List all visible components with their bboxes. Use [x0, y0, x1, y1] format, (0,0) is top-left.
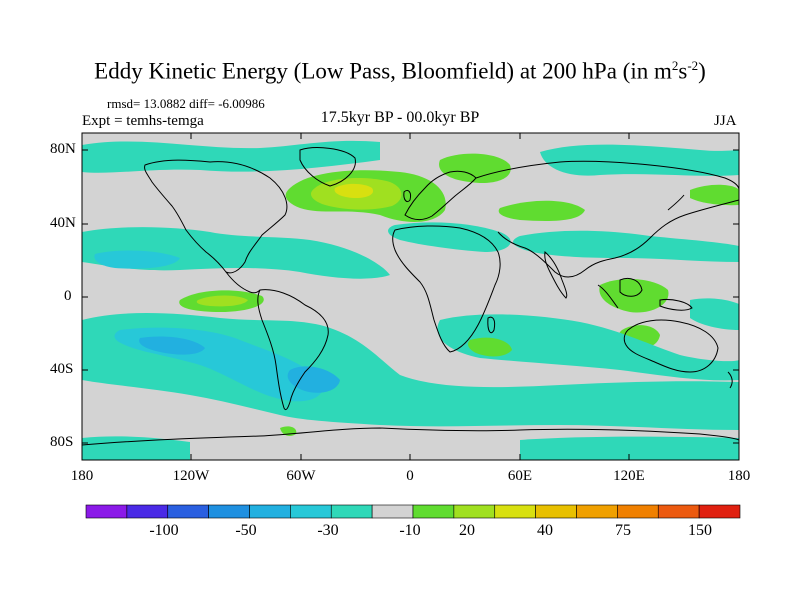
lat-label-eq: 0	[64, 288, 72, 304]
region-eq-pacific-core	[196, 295, 248, 307]
coast-africa	[392, 225, 501, 353]
region-arctic-east	[540, 144, 739, 176]
region-europe	[439, 153, 511, 184]
region-atl-cyan	[388, 222, 511, 252]
region-indian-cyan	[437, 314, 739, 381]
colorbar-swatch	[412, 504, 455, 519]
colorbar-swatch	[576, 504, 618, 519]
coast-north-america	[144, 159, 288, 274]
colorbar-swatch	[494, 504, 536, 519]
lon-label-60e: 60E	[507, 468, 533, 484]
region-sh-cyan-dark	[139, 336, 205, 355]
lon-label-180e: 180	[727, 468, 751, 484]
region-aus-cyan	[690, 298, 739, 330]
region-antarctic	[82, 436, 190, 460]
lon-label-180w: 180	[70, 468, 94, 484]
colorbar-label: -100	[149, 522, 179, 539]
coast-uk	[403, 189, 411, 203]
colorbar-swatch	[208, 504, 250, 519]
colorbar-label: 40	[537, 522, 553, 539]
lon-label-120e: 120E	[613, 468, 645, 484]
region-asia-cyan	[513, 230, 739, 262]
coastlines	[82, 147, 739, 446]
lon-label-120w: 120W	[172, 468, 210, 484]
period-label: 17.5kyr BP - 00.0kyr BP	[320, 109, 480, 126]
coast-japan	[667, 194, 685, 211]
coast-india	[544, 251, 568, 299]
colorbar-swatch	[290, 504, 332, 519]
colorbar-swatch	[249, 504, 291, 519]
colorbar-label: 20	[459, 522, 475, 539]
region-antarctic-east	[520, 436, 739, 460]
region-sa-cyan-dark	[287, 366, 340, 393]
colorbar-label: -30	[317, 522, 339, 539]
stats-text: rmsd= 13.0882 diff= -6.00986	[107, 96, 265, 111]
coast-antarctica	[82, 427, 739, 446]
coast-australia	[623, 319, 719, 373]
axis-ticks	[81, 133, 740, 460]
coast-sumatra	[597, 284, 619, 309]
region-asia-band	[498, 200, 585, 221]
coast-madagascar	[487, 316, 496, 334]
colorbar-swatch	[371, 504, 414, 519]
colorbar-swatch	[453, 504, 496, 519]
coast-greenland	[299, 147, 356, 187]
colorbar-swatch	[126, 504, 169, 519]
coast-asia	[475, 160, 739, 278]
anomaly-shading	[82, 140, 739, 460]
colorbar-swatch	[330, 504, 373, 519]
lat-label-40s: 40S	[50, 361, 74, 377]
colorbar-swatch	[167, 504, 209, 519]
plot-title: Eddy Kinetic Energy (Low Pass, Bloomfiel…	[94, 58, 706, 84]
colorbar-label: -10	[399, 522, 421, 539]
colorbar-swatch	[535, 504, 577, 519]
region-nh-cyan-dark	[94, 250, 180, 269]
colorbar-label: 150	[688, 522, 712, 539]
colorbar-swatch	[657, 504, 700, 519]
season-label: JJA	[714, 113, 737, 129]
region-sh-cyan-belt	[82, 313, 739, 430]
coast-central-america	[225, 271, 261, 294]
coast-borneo	[619, 277, 643, 297]
colorbar	[85, 504, 741, 519]
lon-label-0: 0	[406, 468, 414, 484]
colorbar-label: 75	[615, 522, 631, 539]
colorbar-swatch	[85, 504, 128, 519]
coast-new-zealand	[727, 371, 733, 389]
lat-label-80s: 80S	[50, 434, 74, 450]
region-npacific-green	[690, 184, 739, 206]
colorbar-label: -50	[235, 522, 257, 539]
experiment-label: Expt = temhs-temga	[82, 113, 204, 129]
lat-label-80n: 80N	[50, 141, 76, 157]
region-indian-green	[468, 337, 512, 357]
lon-label-60w: 60W	[286, 468, 316, 484]
region-natlantic-peak	[334, 183, 374, 198]
coast-new-guinea	[659, 299, 693, 311]
lat-label-40n: 40N	[50, 215, 76, 231]
colorbar-swatch	[617, 504, 659, 519]
colorbar-swatch	[698, 504, 741, 519]
coast-south-america	[257, 289, 329, 411]
